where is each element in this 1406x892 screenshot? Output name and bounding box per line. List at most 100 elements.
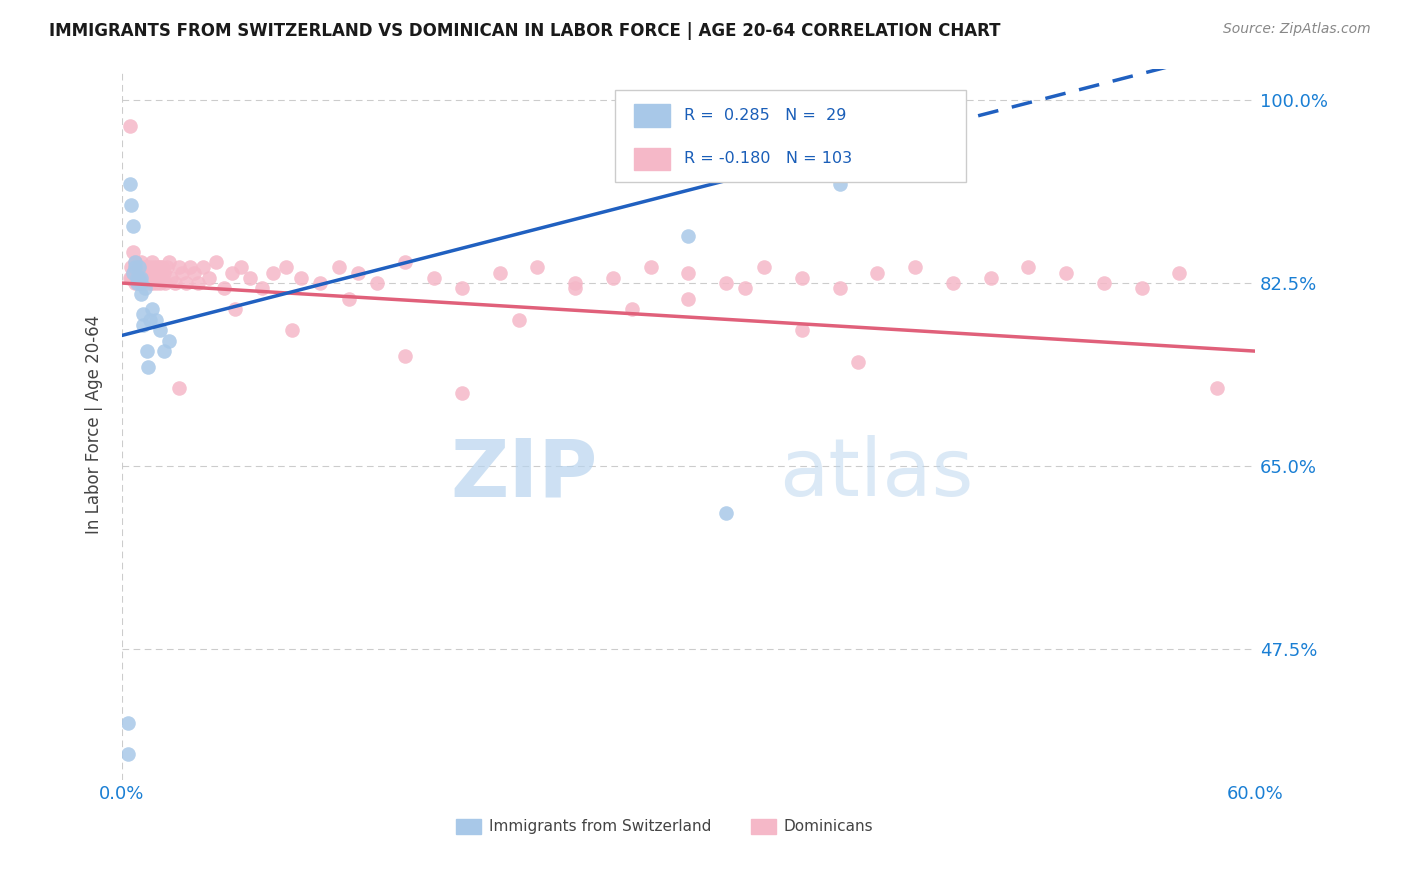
Point bbox=[145, 276, 167, 290]
Point bbox=[678, 292, 700, 306]
Point bbox=[138, 270, 160, 285]
Point bbox=[157, 255, 180, 269]
Point bbox=[138, 359, 160, 374]
Point bbox=[183, 266, 205, 280]
Point bbox=[221, 266, 243, 280]
Point bbox=[138, 266, 160, 280]
Point bbox=[160, 270, 183, 285]
Bar bbox=[634, 104, 671, 127]
Point bbox=[828, 281, 851, 295]
Point bbox=[150, 270, 173, 285]
Point bbox=[124, 260, 146, 275]
Point bbox=[129, 270, 152, 285]
Point bbox=[118, 119, 141, 133]
Point bbox=[150, 260, 173, 275]
Point bbox=[141, 276, 163, 290]
Point bbox=[127, 266, 149, 280]
Point bbox=[193, 260, 215, 275]
Point bbox=[156, 260, 179, 275]
Text: R =  0.285   N =  29: R = 0.285 N = 29 bbox=[683, 108, 846, 123]
Point bbox=[488, 266, 510, 280]
Point bbox=[451, 386, 474, 401]
Point bbox=[135, 260, 157, 275]
Point bbox=[942, 276, 965, 290]
Point bbox=[139, 312, 162, 326]
Point bbox=[224, 302, 246, 317]
Point bbox=[337, 292, 360, 306]
Point bbox=[117, 715, 139, 730]
Text: ZIP: ZIP bbox=[450, 435, 598, 513]
Point bbox=[640, 260, 662, 275]
Point bbox=[290, 270, 312, 285]
Point bbox=[143, 260, 166, 275]
Point bbox=[1092, 276, 1115, 290]
Point bbox=[139, 260, 162, 275]
Bar bbox=[634, 147, 671, 170]
Point bbox=[734, 281, 756, 295]
Point bbox=[790, 323, 813, 337]
Point bbox=[1130, 281, 1153, 295]
Point bbox=[1017, 260, 1039, 275]
Point bbox=[163, 276, 186, 290]
Point bbox=[1168, 266, 1191, 280]
Point bbox=[155, 276, 177, 290]
Point bbox=[678, 266, 700, 280]
Point bbox=[1206, 381, 1229, 395]
Point bbox=[678, 229, 700, 244]
Point bbox=[451, 281, 474, 295]
Point bbox=[187, 276, 209, 290]
Point bbox=[1054, 266, 1077, 280]
Text: atlas: atlas bbox=[779, 435, 973, 513]
Point bbox=[198, 270, 221, 285]
Point bbox=[135, 344, 157, 359]
Point bbox=[141, 302, 163, 317]
Point bbox=[146, 260, 169, 275]
Bar bbox=[456, 819, 481, 834]
Point bbox=[602, 270, 624, 285]
Point bbox=[281, 323, 304, 337]
Point bbox=[229, 260, 252, 275]
Point bbox=[980, 270, 1002, 285]
Point bbox=[172, 266, 194, 280]
Point bbox=[276, 260, 298, 275]
Point bbox=[122, 219, 145, 233]
Point bbox=[121, 270, 143, 285]
Point bbox=[124, 276, 146, 290]
Point bbox=[866, 266, 889, 280]
Y-axis label: In Labor Force | Age 20-64: In Labor Force | Age 20-64 bbox=[86, 315, 103, 534]
Point bbox=[328, 260, 350, 275]
Point bbox=[149, 323, 172, 337]
Point bbox=[132, 308, 155, 322]
Point bbox=[121, 260, 143, 275]
Text: IMMIGRANTS FROM SWITZERLAND VS DOMINICAN IN LABOR FORCE | AGE 20-64 CORRELATION : IMMIGRANTS FROM SWITZERLAND VS DOMINICAN… bbox=[49, 22, 1001, 40]
Point bbox=[716, 276, 738, 290]
Point bbox=[174, 276, 197, 290]
Text: Dominicans: Dominicans bbox=[783, 819, 873, 834]
Point bbox=[250, 281, 273, 295]
Point bbox=[167, 381, 190, 395]
Point bbox=[394, 349, 416, 363]
Point bbox=[205, 255, 228, 269]
Point bbox=[132, 266, 155, 280]
Point bbox=[564, 281, 586, 295]
Point bbox=[904, 260, 927, 275]
Point bbox=[121, 197, 143, 211]
Point bbox=[149, 260, 172, 275]
Point bbox=[366, 276, 388, 290]
Point bbox=[347, 266, 370, 280]
Point bbox=[262, 266, 284, 280]
Point bbox=[124, 255, 146, 269]
Point bbox=[117, 747, 139, 761]
Bar bbox=[751, 819, 776, 834]
Point bbox=[127, 270, 149, 285]
Point bbox=[134, 260, 156, 275]
Point bbox=[129, 260, 152, 275]
Point bbox=[309, 276, 332, 290]
Point bbox=[848, 354, 870, 368]
Point bbox=[752, 260, 775, 275]
Point bbox=[134, 281, 156, 295]
Point bbox=[828, 177, 851, 191]
Point bbox=[122, 244, 145, 259]
Point bbox=[124, 260, 146, 275]
Point bbox=[790, 270, 813, 285]
